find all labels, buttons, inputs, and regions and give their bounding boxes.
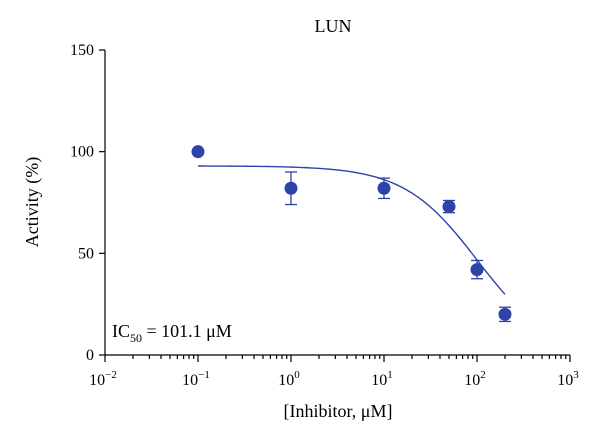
y-tick-label: 150 — [70, 42, 94, 59]
ic50-prefix: IC — [112, 321, 130, 341]
x-tick-label: 10−2 — [89, 369, 117, 389]
data-point — [377, 181, 391, 195]
y-tick-label: 0 — [86, 347, 94, 364]
data-point — [191, 145, 205, 159]
x-tick-label: 10−1 — [182, 369, 210, 389]
x-tick-label: 100 — [278, 369, 300, 389]
x-ticks: 10−2 10−1 100 101 102 103 — [89, 355, 579, 389]
fit-curve — [197, 165, 506, 295]
ic50-subscript: 50 — [130, 331, 142, 345]
data-point — [284, 181, 298, 195]
x-tick-label: 103 — [557, 369, 579, 389]
y-tick-label: 100 — [70, 144, 94, 161]
y-ticks: 0 50 100 150 — [70, 42, 105, 364]
axes — [104, 50, 570, 356]
ic50-value: = 101.1 μM — [142, 321, 232, 341]
data-points — [191, 145, 512, 323]
x-tick-label: 102 — [464, 369, 486, 389]
x-axis-title: [Inhibitor, μM] — [284, 401, 393, 421]
data-point — [498, 307, 512, 321]
x-tick-label: 101 — [371, 369, 393, 389]
data-point — [442, 200, 456, 214]
ic50-annotation: IC50 = 101.1 μM — [112, 321, 232, 345]
y-tick-label: 50 — [78, 245, 94, 262]
chart-title: LUN — [315, 16, 352, 36]
y-axis-title: Activity (%) — [22, 157, 43, 247]
data-point — [470, 263, 484, 277]
